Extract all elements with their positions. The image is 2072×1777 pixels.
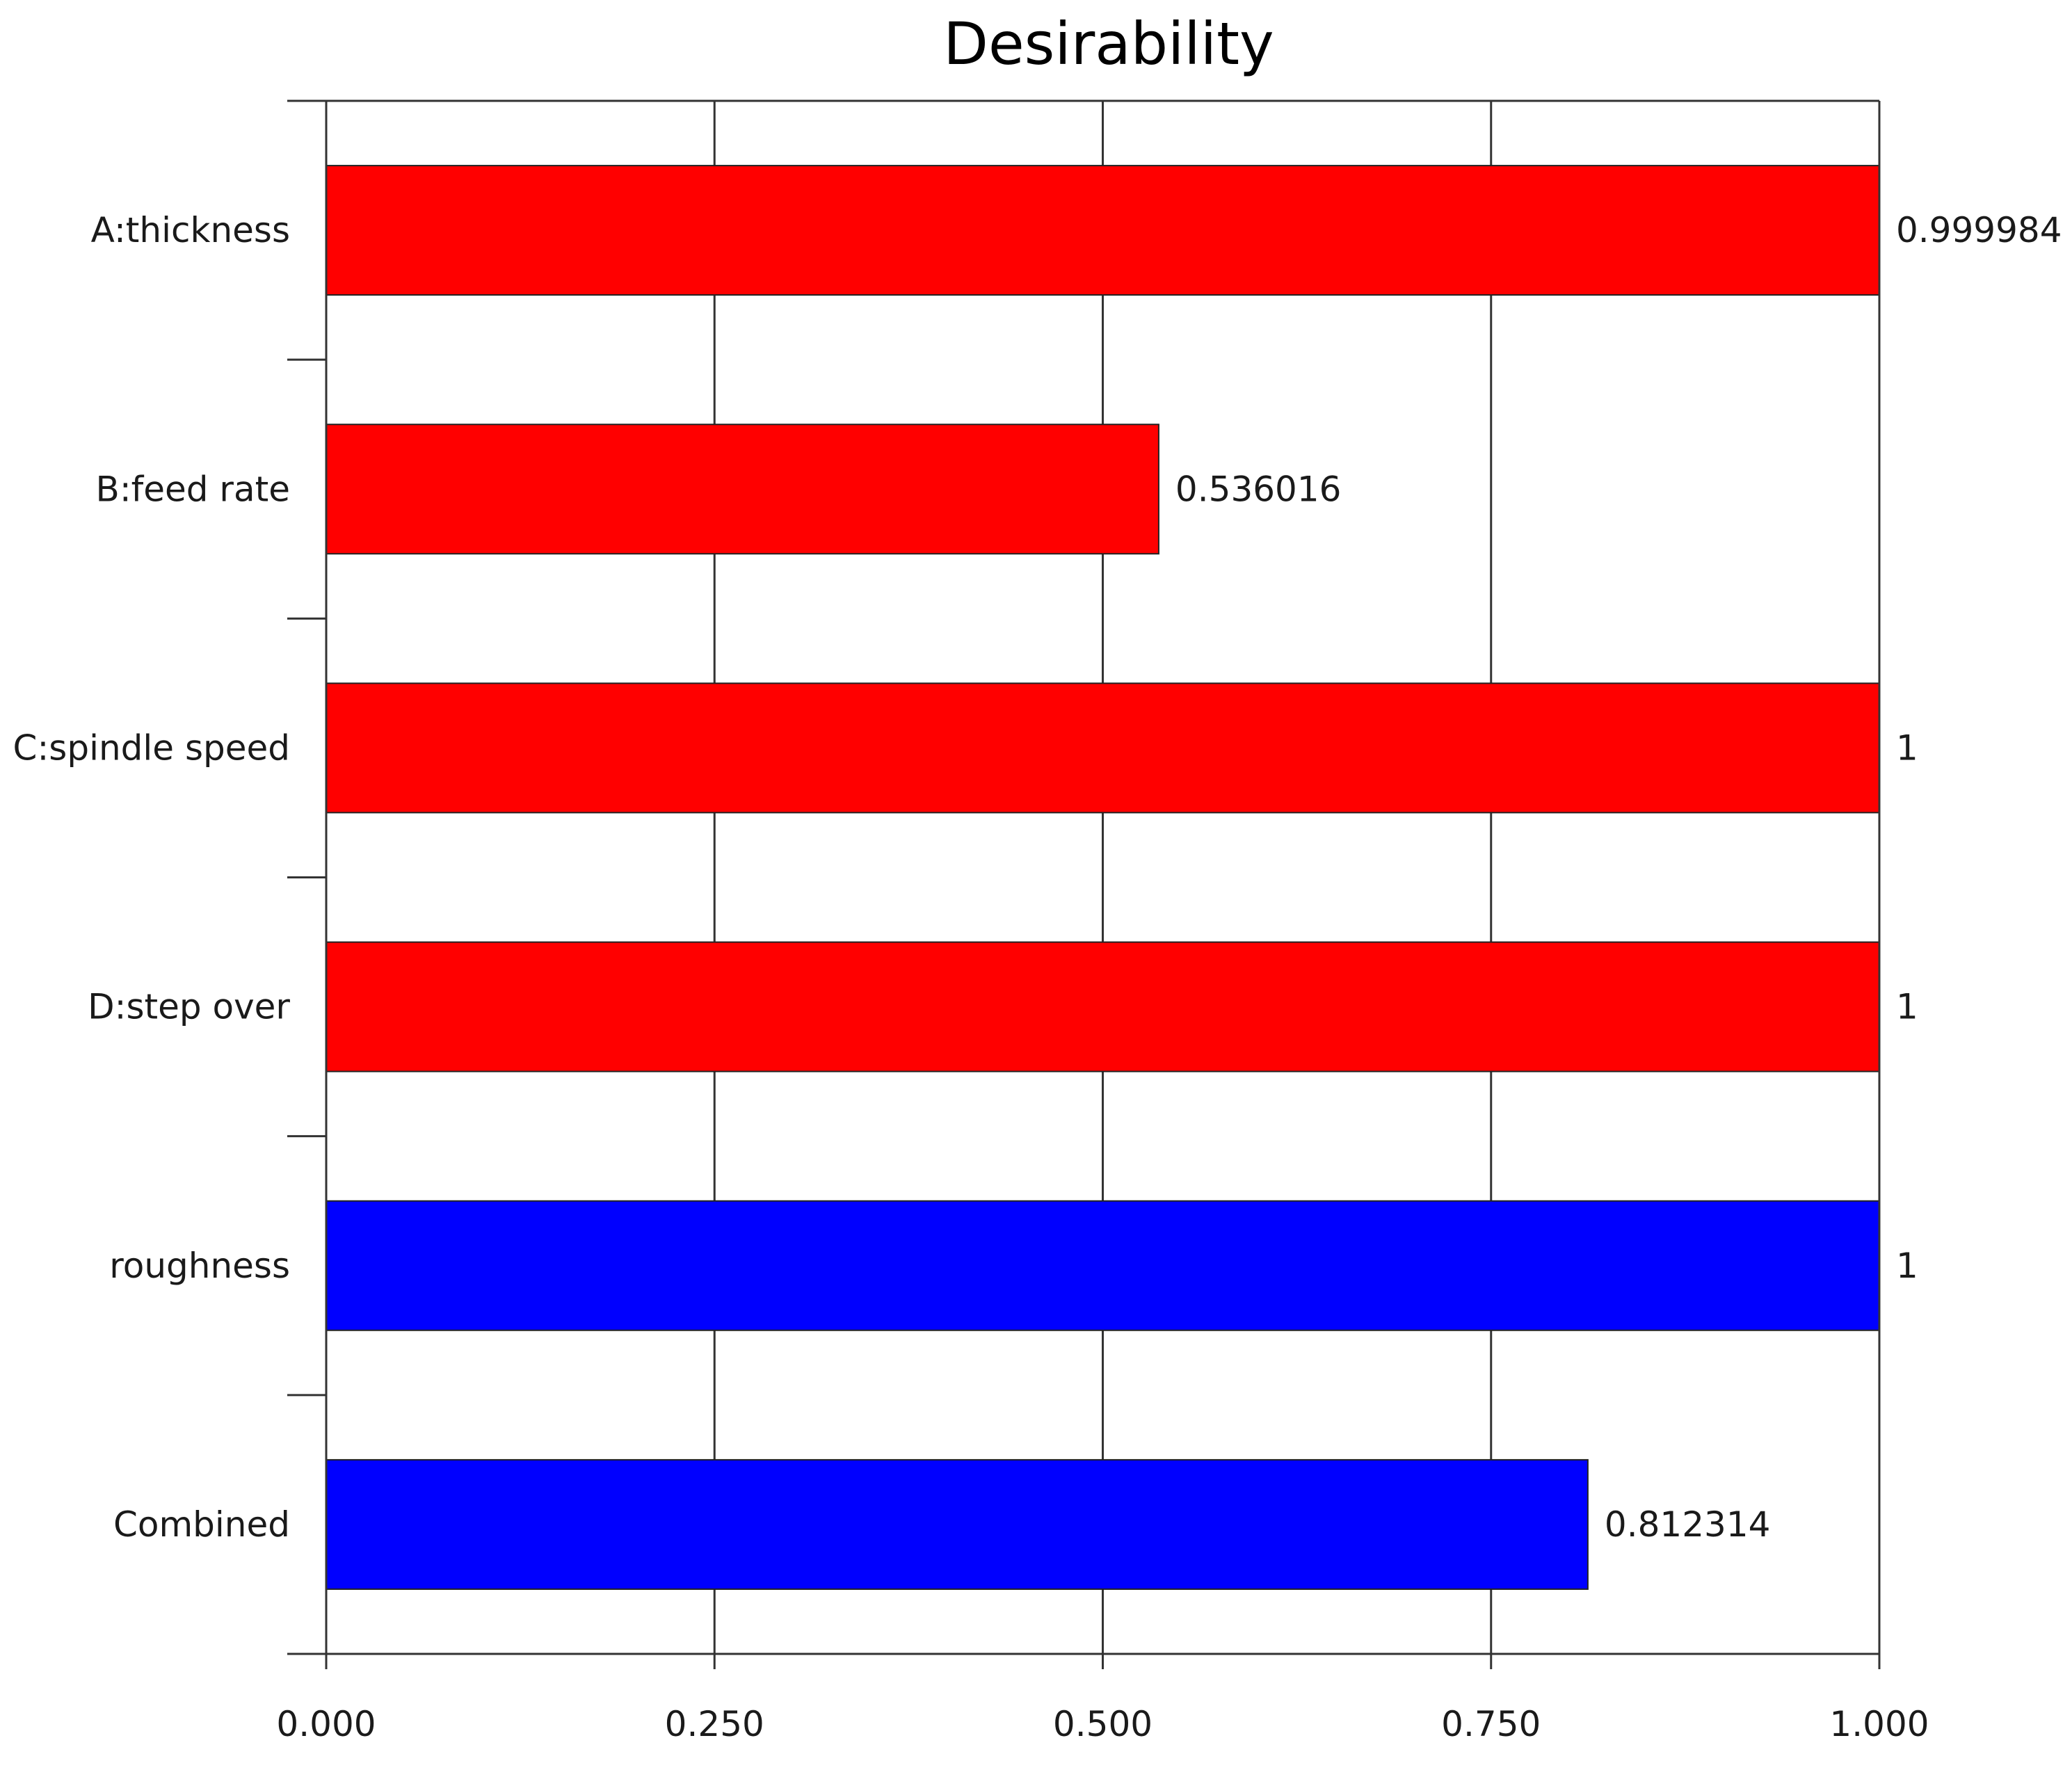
value-label-2: 1 (1896, 727, 1918, 768)
frame-layer (287, 99, 1881, 1669)
category-label-2: C:spindle speed (13, 727, 290, 768)
x-tick-label-1: 0.250 (665, 1704, 764, 1744)
grid-layer (325, 101, 1881, 1654)
bar-5 (326, 1458, 1589, 1590)
bar-0 (326, 165, 1880, 296)
x-tick-label-3: 0.750 (1441, 1704, 1541, 1744)
category-label-3: D:step over (88, 987, 290, 1027)
x-tick-label-2: 0.500 (1053, 1704, 1153, 1744)
bar-4 (326, 1200, 1880, 1331)
value-label-1: 0.536016 (1175, 469, 1342, 509)
bar-2 (326, 682, 1880, 814)
value-label-3: 1 (1896, 987, 1918, 1027)
value-label-4: 1 (1896, 1246, 1918, 1286)
category-label-4: roughness (109, 1246, 290, 1286)
x-tick-label-4: 1.000 (1829, 1704, 1929, 1744)
value-label-5: 0.812314 (1605, 1504, 1771, 1545)
bars-layer (326, 165, 1880, 1590)
value-label-0: 0.999984 (1896, 210, 2062, 250)
chart-title: Desirability (943, 10, 1274, 78)
bar-1 (326, 424, 1159, 555)
category-label-1: B:feed rate (96, 469, 290, 509)
category-label-0: A:thickness (91, 210, 290, 250)
bar-3 (326, 941, 1880, 1072)
x-tick-label-0: 0.000 (276, 1704, 376, 1744)
category-label-5: Combined (113, 1504, 290, 1545)
labels-layer: 0.000 0.250 0.500 0.750 1.000 0.999984 A:thick… (13, 210, 2062, 1744)
